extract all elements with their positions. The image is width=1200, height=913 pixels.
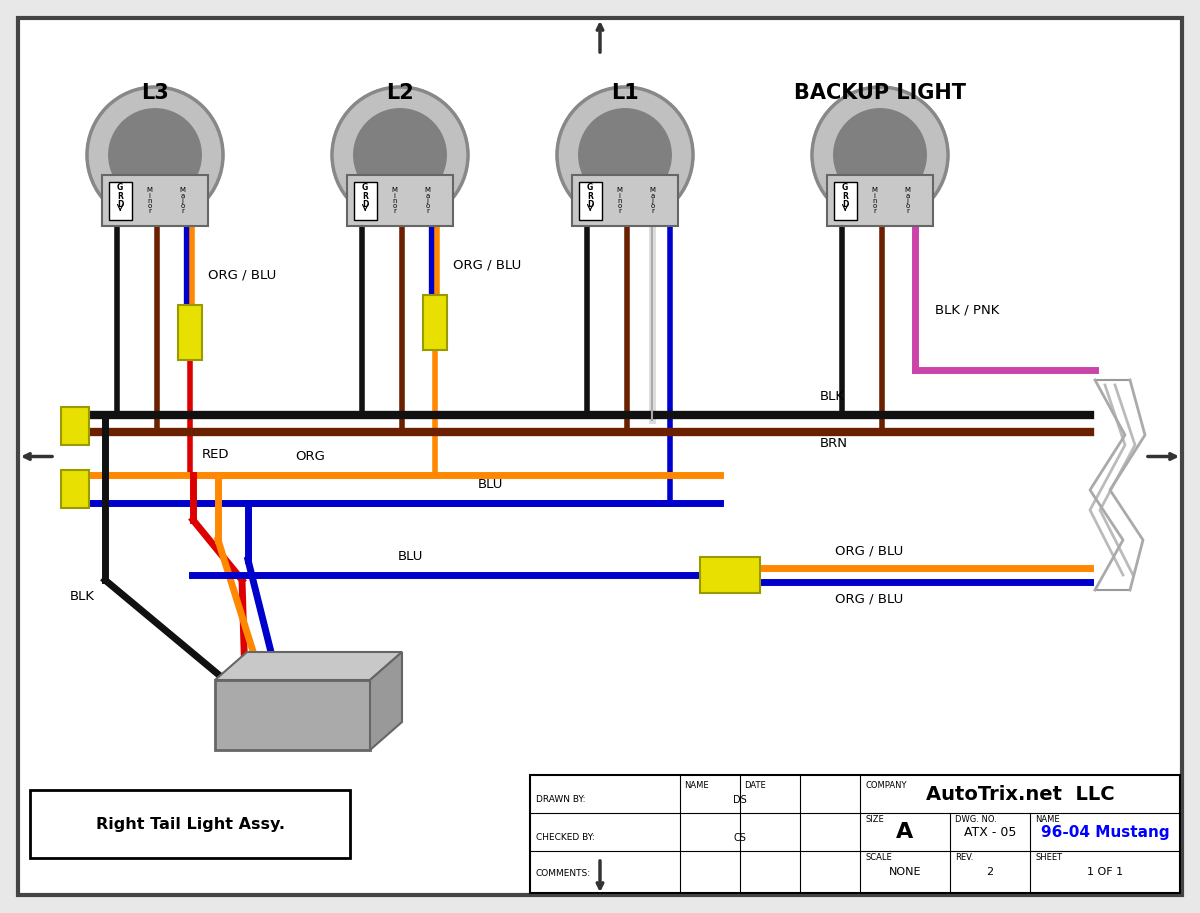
- Text: L1: L1: [611, 83, 638, 103]
- Text: BACKUP LIGHT: BACKUP LIGHT: [794, 83, 966, 103]
- Text: ORG / BLU: ORG / BLU: [835, 544, 904, 557]
- Circle shape: [812, 87, 948, 223]
- Text: G
R
D: G R D: [587, 183, 594, 209]
- Text: BRN: BRN: [820, 437, 848, 450]
- Bar: [424, 295, 446, 350]
- Text: A: A: [896, 822, 913, 842]
- Text: BLU: BLU: [397, 550, 422, 563]
- Bar: [61, 407, 89, 445]
- Text: CHECKED BY:: CHECKED BY:: [536, 834, 595, 843]
- Text: DATE: DATE: [744, 781, 766, 790]
- Text: ORG / BLU: ORG / BLU: [454, 258, 521, 271]
- Text: BLK: BLK: [70, 590, 95, 603]
- Text: SCALE: SCALE: [865, 853, 892, 862]
- Bar: [347, 175, 452, 226]
- Circle shape: [109, 109, 202, 201]
- Bar: [578, 182, 602, 220]
- Text: ORG / BLU: ORG / BLU: [835, 593, 904, 606]
- Bar: [215, 680, 370, 750]
- Text: 2: 2: [986, 867, 994, 877]
- Text: ATX - 05: ATX - 05: [964, 825, 1016, 838]
- Text: L3: L3: [142, 83, 169, 103]
- Circle shape: [834, 109, 926, 201]
- Text: DWG. NO.: DWG. NO.: [955, 814, 997, 824]
- Bar: [178, 305, 202, 360]
- Polygon shape: [370, 652, 402, 750]
- Text: 96-04 Mustang: 96-04 Mustang: [1040, 824, 1169, 839]
- Text: Right Tail Light Assy.: Right Tail Light Assy.: [96, 816, 284, 832]
- Text: M
a
j
o
r: M a j o r: [425, 187, 431, 215]
- Text: CS: CS: [733, 833, 746, 843]
- Text: DS: DS: [733, 795, 746, 805]
- Text: SIZE: SIZE: [865, 814, 883, 824]
- Text: SHEET: SHEET: [1034, 853, 1062, 862]
- Circle shape: [88, 87, 223, 223]
- Text: M
a
j
o
r: M a j o r: [905, 187, 911, 215]
- Bar: [700, 557, 760, 593]
- Bar: [572, 175, 678, 226]
- Text: RED: RED: [202, 448, 229, 461]
- Circle shape: [332, 87, 468, 223]
- Text: G
R
D: G R D: [118, 183, 124, 209]
- Text: COMPANY: COMPANY: [866, 781, 907, 790]
- Text: BLK: BLK: [820, 390, 845, 403]
- Bar: [61, 470, 89, 508]
- Circle shape: [354, 109, 446, 201]
- Text: ORG / BLU: ORG / BLU: [208, 268, 276, 281]
- Bar: [102, 175, 208, 226]
- Text: M
i
n
o
r: M i n o r: [871, 187, 877, 215]
- Text: M
i
n
o
r: M i n o r: [617, 187, 623, 215]
- Bar: [30, 790, 350, 858]
- Text: M
a
j
o
r: M a j o r: [180, 187, 186, 215]
- Text: BLK / PNK: BLK / PNK: [935, 303, 1000, 317]
- Text: COMMENTS:: COMMENTS:: [536, 868, 592, 877]
- Bar: [827, 175, 932, 226]
- Circle shape: [557, 87, 694, 223]
- Bar: [109, 182, 132, 220]
- Text: 1 OF 1: 1 OF 1: [1087, 867, 1123, 877]
- Bar: [834, 182, 857, 220]
- Text: M
a
j
o
r: M a j o r: [649, 187, 655, 215]
- Text: NAME: NAME: [684, 781, 709, 790]
- Bar: [354, 182, 377, 220]
- Text: M
i
n
o
r: M i n o r: [146, 187, 152, 215]
- Text: NONE: NONE: [889, 867, 922, 877]
- Text: ORG: ORG: [295, 450, 325, 463]
- Text: G
R
D: G R D: [842, 183, 848, 209]
- Circle shape: [578, 109, 671, 201]
- Text: AutoTrix.net  LLC: AutoTrix.net LLC: [925, 784, 1115, 803]
- Text: BLU: BLU: [478, 478, 503, 491]
- Text: REV.: REV.: [955, 853, 973, 862]
- Bar: [530, 775, 1180, 893]
- Text: M
i
n
o
r: M i n o r: [391, 187, 397, 215]
- Text: NAME: NAME: [1034, 814, 1060, 824]
- Text: DRAWN BY:: DRAWN BY:: [536, 795, 586, 804]
- Text: G
R
D: G R D: [362, 183, 368, 209]
- Text: L2: L2: [386, 83, 414, 103]
- Polygon shape: [215, 652, 402, 680]
